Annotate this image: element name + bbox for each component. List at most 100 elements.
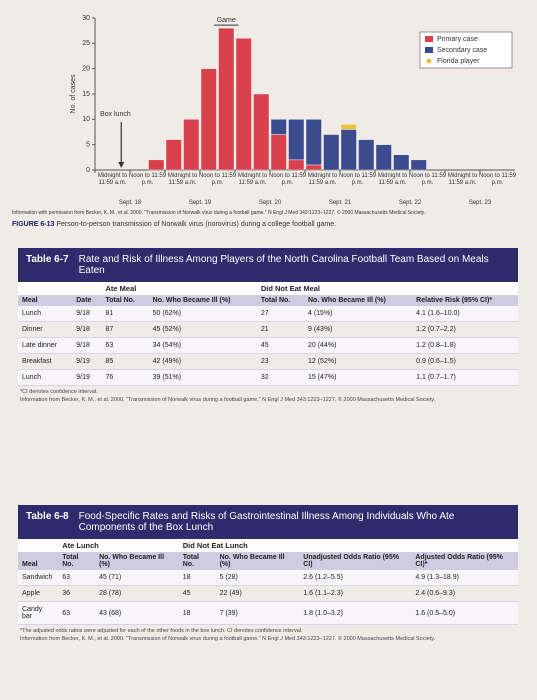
column-header: No. Who Became Ill (%) (95, 552, 179, 570)
bar-segment (165, 139, 182, 171)
column-row: Meal Total No. No. Who Became Ill (%) Total… (18, 552, 518, 570)
bar-segment (253, 93, 270, 171)
annotation-arrowhead (118, 162, 125, 168)
table-header: Table 6-8 Food-Specific Rates and Risks o… (18, 505, 518, 539)
x-tick-label: Midnight to 11:59 a.m. (377, 173, 408, 186)
table-cell: 81 (101, 306, 149, 322)
table-cell: 1.6 (0.5–5.0) (411, 601, 518, 625)
column-header: No. Who Became Ill (%) (304, 295, 413, 306)
group-header: Ate Meal (101, 282, 257, 295)
table-cell: 76 (101, 369, 149, 386)
bar-segment (288, 159, 305, 171)
table-cell: Breakfast (18, 353, 73, 370)
table-cell: 50 (62%) (148, 306, 257, 322)
table: Table 6-7 Rate and Risk of Illness Among … (18, 248, 518, 406)
column-header: Total No. (256, 295, 304, 306)
table-row: Lunch 9/18 81 50 (62%) 27 4 (15%) 4.1 (1.6–10.… (18, 306, 518, 322)
legend-swatch (426, 58, 432, 64)
y-tick-label: 15 (82, 91, 90, 98)
table-cell: 9/19 (72, 353, 102, 370)
caption-label: FIGURE 6-13 (12, 221, 55, 228)
y-tick-label: 30 (82, 15, 90, 22)
table-row: Candy bar 63 43 (68) 18 7 (39) 1.8 (1.0–3.2) 1… (18, 601, 518, 625)
table-notes: *CI denotes confidence interval. Informat… (18, 386, 518, 406)
bar-segment (218, 27, 235, 171)
table-cell: 12 (52%) (304, 353, 413, 370)
table-note: Information from Becker, K. M., et al. 2… (20, 636, 436, 642)
bar-segment (393, 154, 410, 171)
table-cell: 42 (49%) (148, 353, 257, 370)
table-cell: 9/19 (72, 369, 102, 386)
bar-segment (340, 124, 357, 130)
figure-caption: FIGURE 6-13 Person-to-person transmissio… (12, 221, 336, 228)
figure: 0 5 10 15 20 25 30 No. of cases Box lunch Game Pri… (0, 0, 537, 235)
table-cell: 45 (71) (95, 570, 179, 586)
table-cell: 0.9 (0.6–1.5) (412, 353, 518, 370)
chart: 0 5 10 15 20 25 30 No. of cases Box lunch Game Pri… (70, 15, 515, 174)
table-cell: 5 (28) (215, 570, 300, 586)
bar-segment (323, 134, 340, 171)
bar-segment (270, 119, 287, 135)
column-header: Total No. (178, 552, 216, 570)
column-row: Meal Date Total No. No. Who Became Ill (%) T… (18, 295, 518, 306)
table-note: *CI denotes confidence interval. (20, 389, 98, 395)
table-note: *The adjusted odds ratios were adjusted … (20, 628, 303, 634)
x-date-label: Sept. 19 (188, 200, 212, 206)
group-row: Ate Meal Did Not Eat Meal (18, 282, 518, 295)
table-cell: 63 (58, 570, 96, 586)
table-title: Rate and Risk of Illness Among Players o… (78, 254, 489, 276)
table-cell: 4 (15%) (304, 306, 413, 322)
bar-segment (410, 159, 427, 171)
x-tick-label: Noon to 11:59 p.m. (408, 173, 447, 186)
bar-segment (288, 119, 305, 161)
table-cell: 45 (52%) (148, 321, 257, 338)
table-row: Sandwich 63 45 (71) 18 5 (28) 2.6 (1.2–5.5) 4.… (18, 570, 518, 586)
table-row: Lunch 9/19 76 39 (51%) 32 15 (47%) 1.1 (0.7–1.… (18, 369, 518, 386)
legend-label: Secondary case (437, 47, 487, 54)
table: Ate Meal Did Not Eat Meal Meal Date Total No… (18, 282, 518, 386)
table-cell: 1.2 (0.7–2.2) (412, 321, 518, 338)
x-date-label: Sept. 18 (118, 200, 142, 206)
x-date-label: Sept. 20 (258, 200, 282, 206)
column-header: Total No. (101, 295, 149, 306)
table-header: Table 6-7 Rate and Risk of Illness Among … (18, 248, 518, 282)
table-cell: Apple (18, 585, 59, 602)
table-cell: Lunch (18, 369, 73, 386)
table-row: Apple 36 28 (78) 45 22 (49) 1.6 (1.1–2.3) 2.4 … (18, 585, 518, 602)
bar-segment (375, 144, 392, 171)
table-cell: 32 (256, 369, 304, 386)
column-header: Unadjusted Odds Ratio (95% CI) (299, 552, 412, 570)
x-date-label: Sept. 21 (328, 200, 352, 206)
table-cell: 9/18 (72, 321, 102, 338)
legend-swatch (425, 47, 433, 53)
table-cell: 1.1 (0.7–1.7) (412, 369, 518, 386)
table-cell: 2.6 (1.2–5.5) (299, 570, 412, 586)
bar-segment (270, 134, 287, 171)
group-spacer (412, 282, 518, 295)
table-cell: 2.4 (0.6–9.3) (411, 585, 518, 602)
table-cell: 45 (256, 337, 304, 354)
x-tick-label: Midnight to 11:59 a.m. (97, 173, 128, 186)
column-header: Meal (18, 295, 73, 306)
group-spacer (18, 282, 102, 295)
table-cell: 45 (178, 585, 216, 602)
bar-segment (305, 164, 322, 171)
legend-box (419, 31, 513, 69)
table-label: Table 6-7 (26, 254, 69, 265)
table-cell: Candy bar (18, 601, 59, 625)
table-cell: Lunch (18, 306, 73, 322)
table-cell: 9 (43%) (304, 321, 413, 338)
table-notes: *The adjusted odds ratios were adjusted … (18, 625, 518, 645)
table-cell: Sandwich (18, 570, 59, 586)
bar-segment (200, 68, 217, 171)
bar-segment (358, 139, 375, 171)
table-cell: 18 (178, 570, 216, 586)
table-cell: Late dinner (18, 337, 73, 354)
x-tick-label: Midnight to 11:59 a.m. (237, 173, 268, 186)
bar-segment (235, 38, 252, 171)
table-cell: 21 (256, 321, 304, 338)
table-cell: 63 (101, 337, 149, 354)
y-tick-label: 20 (82, 66, 90, 73)
caption-text: Person-to-person transmission of Norwalk… (56, 221, 337, 228)
